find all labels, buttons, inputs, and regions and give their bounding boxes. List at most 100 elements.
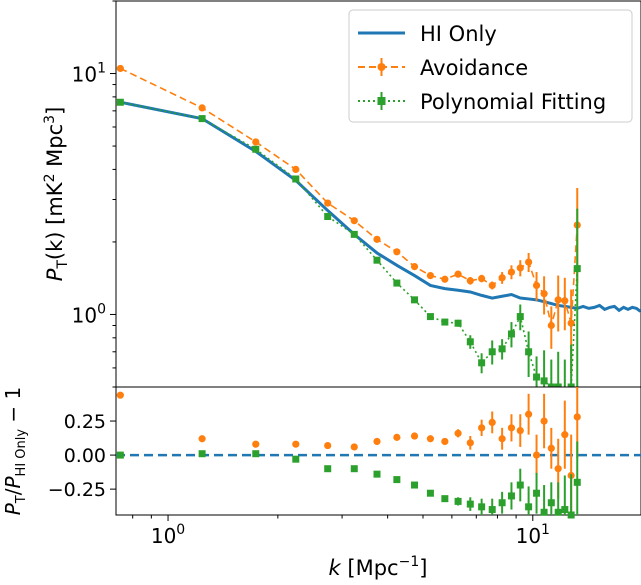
y-tick-label: 100 (72, 301, 106, 327)
data-point-polynomial-fitting (516, 313, 524, 321)
residual-point-polynomial-fitting (198, 450, 206, 458)
data-point-avoidance (540, 290, 548, 298)
data-point-polynomial-fitting (478, 359, 486, 367)
residual-point-avoidance (292, 440, 300, 448)
bottom-panel: 100 101 0.25 0.00 −0.25 PT/PHI Only − 1 k [M… (1, 386, 641, 580)
data-point-avoidance (198, 104, 206, 112)
residual-point-polynomial-fitting (561, 506, 569, 514)
residual-point-avoidance (116, 391, 124, 399)
residual-point-polynomial-fitting (411, 481, 419, 489)
data-point-polynomial-fitting (525, 348, 533, 356)
data-point-avoidance (393, 248, 401, 256)
data-point-polynomial-fitting (252, 145, 260, 153)
residual-point-polynomial-fitting (567, 511, 575, 519)
data-point-avoidance (532, 281, 541, 290)
data-point-avoidance (410, 263, 419, 271)
x-tick-label: 100 (151, 522, 185, 548)
x-tick-label: 101 (516, 522, 550, 548)
top-panel: 100 101 PT(k) [mK2 Mpc3] HI Only Avoidanc… (42, 0, 641, 400)
data-point-polynomial-fitting (533, 373, 541, 381)
data-point-avoidance (478, 274, 486, 283)
residual-point-polynomial-fitting (116, 451, 124, 459)
residual-point-polynomial-fitting (373, 470, 381, 478)
data-point-avoidance (454, 270, 462, 278)
data-point-avoidance (116, 64, 124, 73)
residual-point-polynomial-fitting (441, 495, 449, 503)
data-point-polynomial-fitting (411, 296, 419, 304)
data-point-avoidance (350, 217, 358, 225)
y-tick-label: −0.25 (48, 479, 106, 501)
data-point-polynomial-fitting (116, 98, 124, 106)
bottom-ylabel: PT/PHI Only − 1 (1, 387, 29, 516)
residual-point-polynomial-fitting (488, 506, 496, 514)
data-point-polynomial-fitting (441, 318, 449, 326)
residual-point-polynomial-fitting (516, 481, 524, 489)
data-point-avoidance (441, 275, 449, 283)
data-point-avoidance (507, 268, 516, 276)
residual-point-avoidance (498, 435, 506, 443)
residual-point-polynomial-fitting (292, 455, 300, 463)
bottom-axes-frame (115, 386, 641, 516)
data-point-avoidance (525, 258, 533, 266)
data-point-polynomial-fitting (454, 319, 462, 327)
data-point-polynomial-fitting (324, 213, 332, 221)
residual-point-avoidance (324, 441, 332, 450)
data-point-polynomial-fitting (466, 338, 474, 346)
legend-label-hi-only: HI Only (420, 22, 497, 46)
data-point-polynomial-fitting (488, 348, 496, 356)
residual-point-avoidance (532, 451, 541, 459)
legend-entry-hi-only: HI Only (358, 22, 497, 46)
top-ylabel: PT(k) [mK2 Mpc3] (42, 107, 71, 282)
residual-point-avoidance (410, 432, 419, 440)
data-point-polynomial-fitting (198, 115, 206, 123)
residual-point-avoidance (561, 431, 569, 439)
top-plot-area (116, 64, 641, 400)
legend-entry-polynomial-fitting: Polynomial Fitting (358, 90, 606, 114)
data-point-avoidance (324, 199, 332, 207)
data-point-avoidance (292, 165, 300, 174)
y-tick-label: 0.00 (64, 445, 106, 467)
legend: HI Only Avoidance Polynomial Fitting (348, 9, 633, 123)
data-point-polynomial-fitting (507, 330, 515, 338)
legend-box (348, 9, 633, 123)
residual-point-polynomial-fitting (525, 503, 533, 511)
data-point-avoidance (373, 235, 381, 243)
residual-point-avoidance (525, 410, 533, 418)
legend-entry-avoidance: Avoidance (358, 56, 528, 80)
data-point-polynomial-fitting (498, 345, 506, 353)
data-point-avoidance (466, 277, 474, 285)
data-point-polynomial-fitting (292, 175, 300, 183)
residual-point-avoidance (554, 465, 562, 473)
residual-point-avoidance (547, 444, 555, 452)
residual-point-polynomial-fitting (426, 489, 434, 497)
residual-point-avoidance (507, 424, 516, 432)
residual-point-avoidance (466, 439, 474, 447)
residual-point-polynomial-fitting (498, 499, 506, 507)
residual-point-avoidance (540, 417, 548, 425)
data-point-polynomial-fitting (540, 377, 548, 385)
residual-point-avoidance (198, 435, 206, 443)
residual-point-polynomial-fitting (466, 500, 474, 508)
data-point-polynomial-fitting (350, 230, 358, 238)
residual-point-polynomial-fitting (393, 476, 401, 484)
residual-point-avoidance (516, 426, 524, 435)
residual-point-polynomial-fitting (554, 508, 562, 516)
data-point-avoidance (488, 281, 496, 290)
residual-point-avoidance (488, 418, 496, 427)
residual-point-avoidance (393, 433, 401, 441)
residual-point-polynomial-fitting (478, 503, 486, 511)
legend-label-avoidance: Avoidance (420, 56, 528, 80)
series-line-polynomial-fitting (120, 101, 579, 400)
data-point-avoidance (554, 296, 562, 304)
data-point-avoidance (547, 321, 555, 330)
data-point-polynomial-fitting (426, 313, 434, 321)
series-line-avoidance (119, 67, 579, 326)
data-point-avoidance (252, 138, 260, 146)
residual-point-avoidance (441, 437, 449, 446)
bottom-plot-area (116, 387, 641, 519)
x-axis-label: k [Mpc−1] (329, 554, 428, 580)
data-point-avoidance (516, 264, 524, 272)
residual-point-polynomial-fitting (573, 478, 581, 486)
residual-point-avoidance (426, 435, 435, 443)
